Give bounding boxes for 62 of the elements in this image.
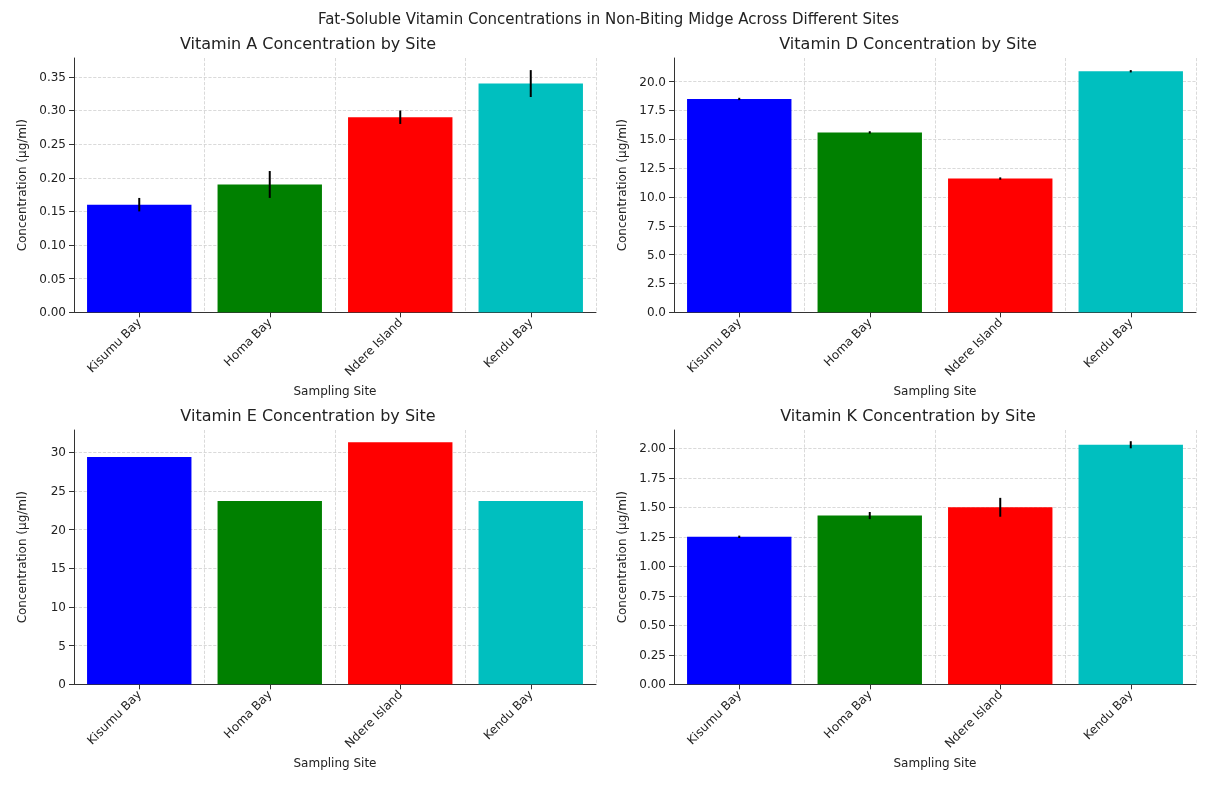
y-tick-label: 0.10 <box>39 238 66 253</box>
y-tick-label: 20 <box>50 522 66 537</box>
y-axis-title: Concentration (µg/ml) <box>615 118 629 252</box>
x-axis-title: Sampling Site <box>893 756 977 770</box>
bar <box>217 184 322 313</box>
y-tick-label: 0.30 <box>39 103 66 118</box>
bar <box>687 98 792 313</box>
y-tick-label: 1.00 <box>639 559 666 574</box>
y-axis-title: Concentration (µg/ml) <box>615 490 629 624</box>
y-tick-label: 20.0 <box>639 74 666 89</box>
x-axis-title: Sampling Site <box>893 384 977 398</box>
bar <box>478 83 583 313</box>
y-tick-label: 15.0 <box>639 132 666 147</box>
chart-title: Vitamin D Concentration by Site <box>779 33 1037 53</box>
y-tick-label: 25 <box>50 484 66 499</box>
chart-title: Vitamin E Concentration by Site <box>180 405 436 425</box>
bar <box>217 501 322 685</box>
y-tick-label: 5.0 <box>646 247 666 262</box>
text: Fat-Soluble Vitamin Concentrations in Non-Biting Midge Across Different Sites <box>316 9 901 30</box>
y-tick-label: 5 <box>58 638 66 653</box>
y-tick-label: 30 <box>50 445 66 460</box>
y-tick-label: 1.50 <box>639 500 666 515</box>
bar <box>348 117 453 313</box>
y-tick-label: 0.15 <box>39 204 66 219</box>
x-axis-title: Sampling Site <box>293 756 377 770</box>
y-tick-label: 12.5 <box>639 161 666 176</box>
y-tick-label: 0.50 <box>639 618 666 633</box>
y-tick-label: 0.00 <box>39 305 66 320</box>
y-tick-label: 0.25 <box>39 137 66 152</box>
bar <box>87 457 192 685</box>
y-tick-label: 7.5 <box>646 218 666 233</box>
y-tick-label: 0.25 <box>639 647 666 662</box>
y-tick-label: 2.00 <box>639 441 666 456</box>
y-tick-label: 1.75 <box>639 470 666 485</box>
bar <box>687 536 792 685</box>
y-tick-label: 0.05 <box>39 271 66 286</box>
y-tick-label: 0 <box>58 677 66 692</box>
y-axis-title: Concentration (µg/ml) <box>15 118 29 252</box>
y-tick-label: 0.75 <box>639 588 666 603</box>
y-tick-label: 10 <box>50 600 66 615</box>
bar <box>817 515 922 685</box>
y-tick-label: 17.5 <box>639 103 666 118</box>
bar <box>817 132 922 313</box>
y-tick-label: 0.00 <box>639 677 666 692</box>
bar <box>1078 71 1183 313</box>
y-tick-label: 15 <box>50 561 66 576</box>
bar <box>948 507 1053 685</box>
bar <box>1078 444 1183 685</box>
x-axis-title: Sampling Site <box>293 384 377 398</box>
bar <box>478 501 583 685</box>
y-tick-label: 1.25 <box>639 529 666 544</box>
bar <box>348 442 453 685</box>
y-tick-label: 2.5 <box>646 276 666 291</box>
bar <box>87 204 192 313</box>
y-tick-label: 10.0 <box>639 189 666 204</box>
y-tick-label: 0.35 <box>39 69 66 84</box>
chart-title: Vitamin A Concentration by Site <box>179 33 437 53</box>
y-axis-title: Concentration (µg/ml) <box>15 490 29 624</box>
bar <box>948 178 1053 313</box>
chart-title: Vitamin K Concentration by Site <box>780 405 1036 425</box>
y-tick-label: 0.20 <box>39 170 66 185</box>
y-tick-label: 0.0 <box>646 305 666 320</box>
